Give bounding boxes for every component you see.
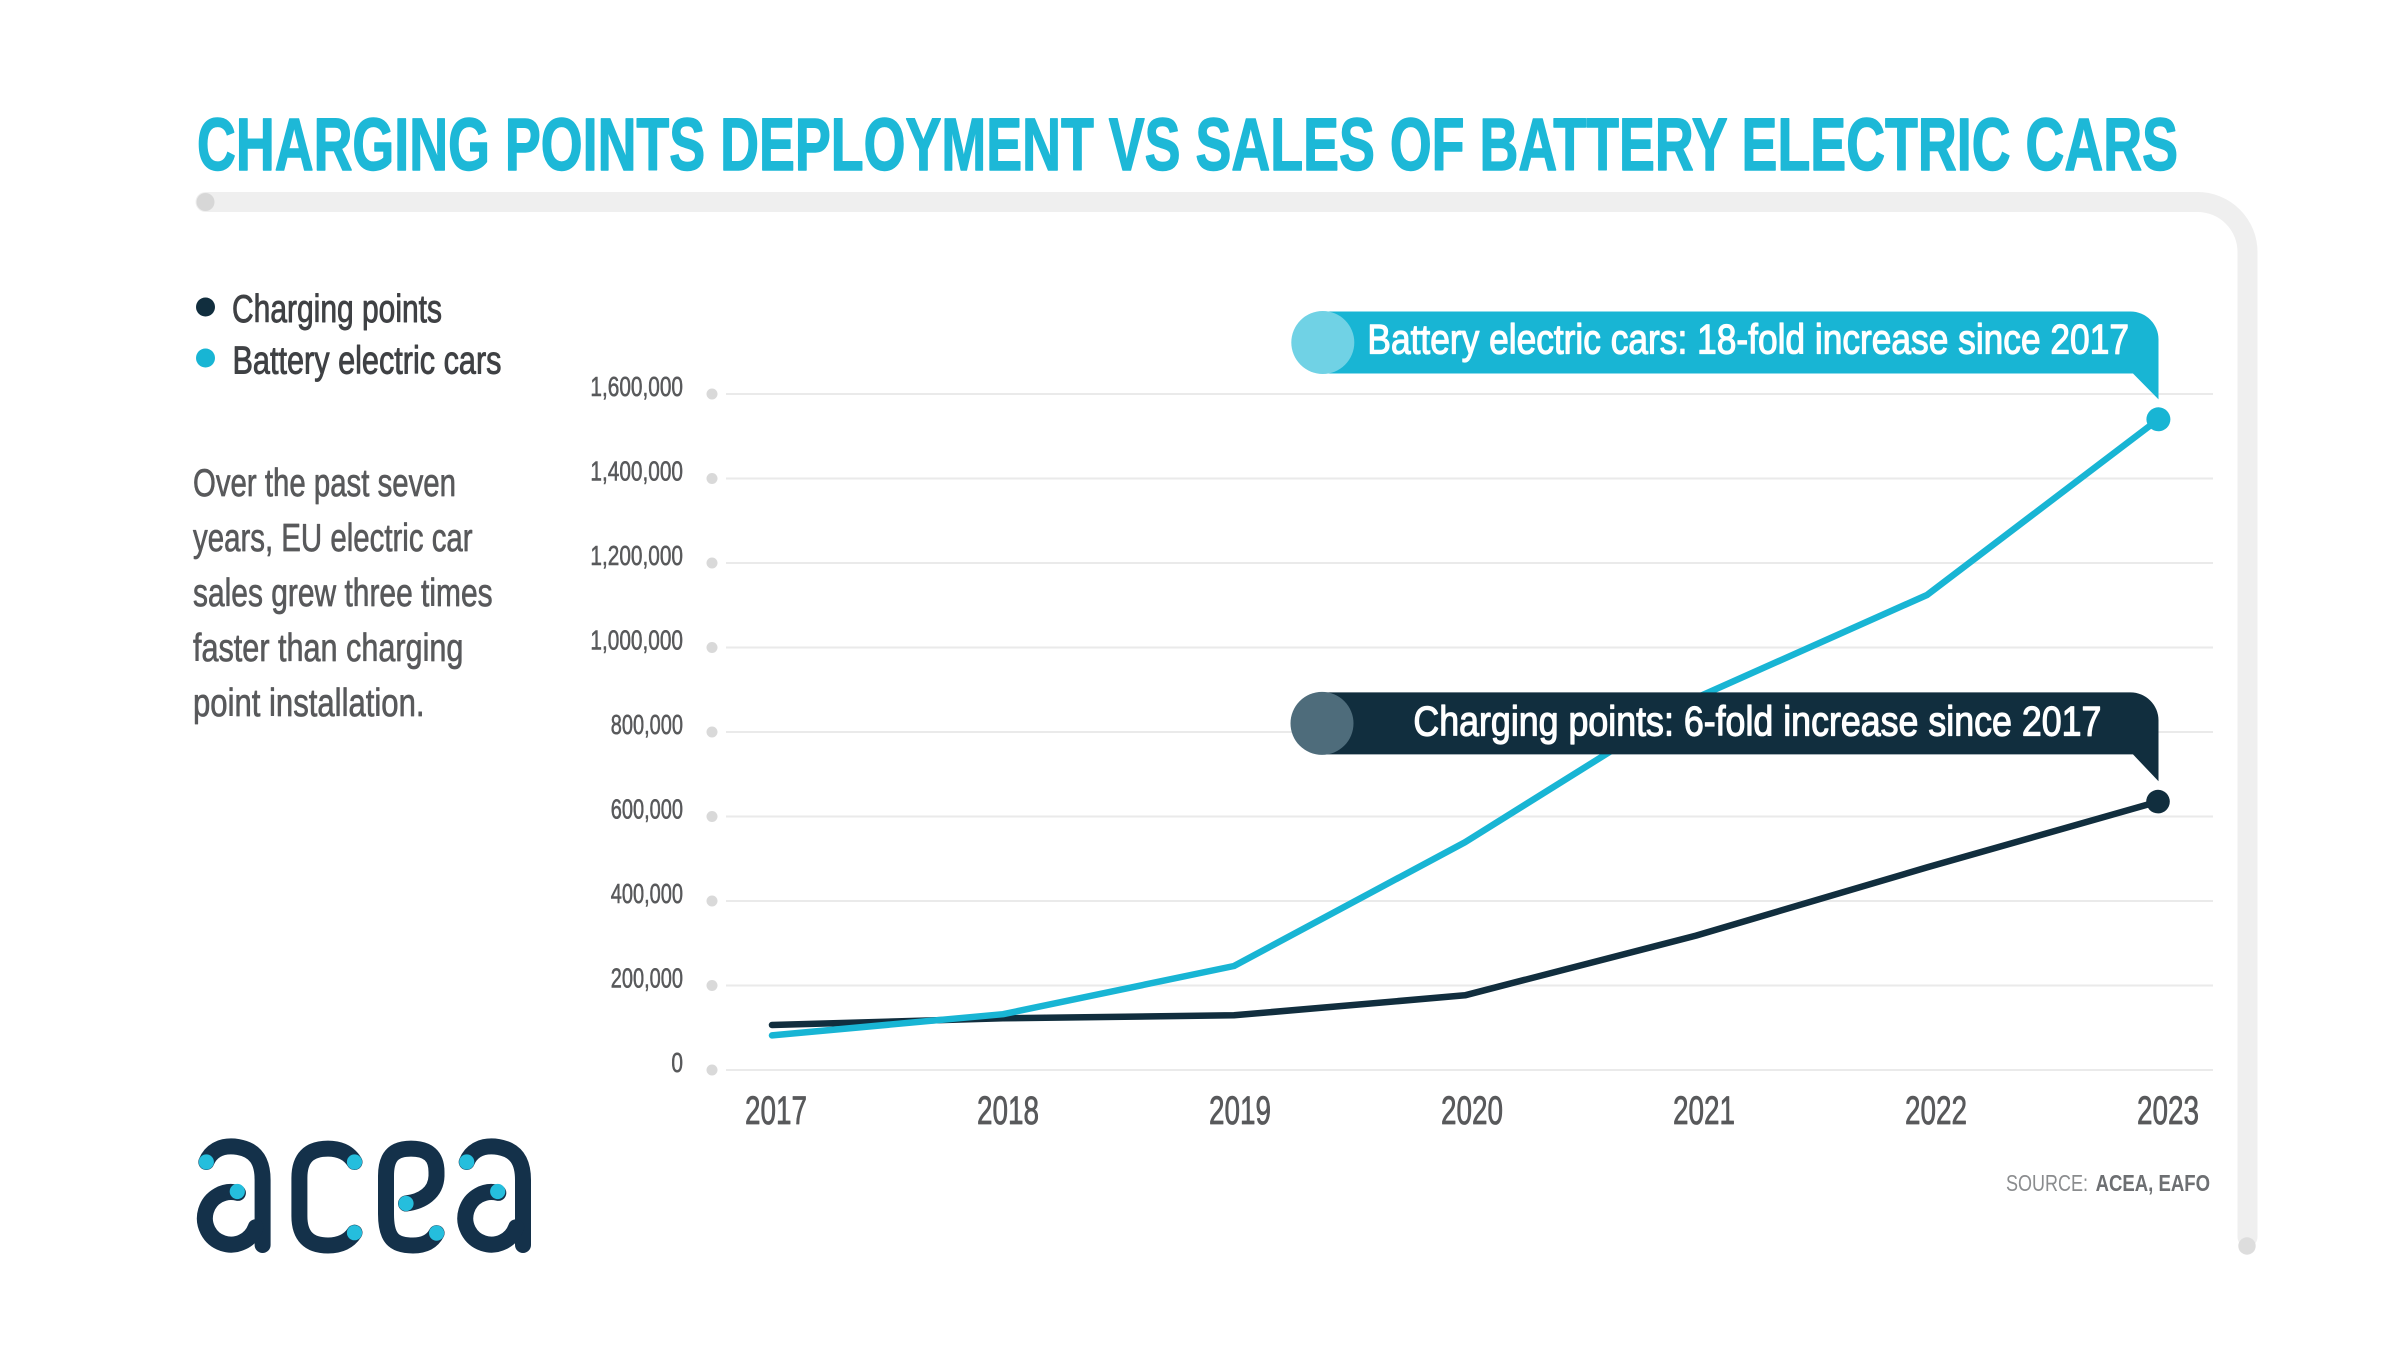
svg-text:point installation.: point installation. (193, 682, 425, 725)
svg-text:sales grew three times: sales grew three times (193, 572, 493, 615)
svg-text:2019: 2019 (1209, 1089, 1271, 1133)
svg-text:Battery electric cars: Battery electric cars (233, 340, 502, 383)
svg-text:200,000: 200,000 (611, 963, 683, 994)
svg-text:2017: 2017 (745, 1089, 807, 1133)
svg-text:2021: 2021 (1673, 1089, 1735, 1133)
svg-text:Charging points: Charging points (232, 288, 442, 331)
svg-text:years, EU electric car: years, EU electric car (193, 517, 473, 560)
svg-text:Charging points: 6-fold increa: Charging points: 6-fold increase since 2… (1413, 698, 2101, 745)
svg-text:Battery electric cars: 18-fold: Battery electric cars: 18-fold increase … (1367, 316, 2129, 363)
svg-text:faster than charging: faster than charging (193, 627, 463, 670)
svg-text:1,200,000: 1,200,000 (590, 540, 683, 571)
svg-text:400,000: 400,000 (611, 878, 683, 909)
svg-text:2023: 2023 (2137, 1089, 2199, 1133)
svg-text:Over the past seven: Over the past seven (193, 462, 456, 505)
svg-text:SOURCE:: SOURCE: (2006, 1170, 2088, 1196)
svg-text:CHARGING POINTS DEPLOYMENT VS: CHARGING POINTS DEPLOYMENT VS SALES OF B… (197, 103, 2178, 186)
svg-text:600,000: 600,000 (611, 794, 683, 825)
svg-text:800,000: 800,000 (611, 709, 683, 740)
svg-text:2020: 2020 (1441, 1089, 1503, 1133)
svg-text:0: 0 (671, 1047, 683, 1078)
svg-text:1,000,000: 1,000,000 (590, 625, 683, 656)
svg-text:2022: 2022 (1905, 1089, 1967, 1133)
svg-text:ACEA, EAFO: ACEA, EAFO (2096, 1170, 2210, 1196)
svg-text:2018: 2018 (977, 1089, 1039, 1133)
svg-text:1,600,000: 1,600,000 (590, 371, 683, 402)
svg-text:1,400,000: 1,400,000 (590, 456, 683, 487)
